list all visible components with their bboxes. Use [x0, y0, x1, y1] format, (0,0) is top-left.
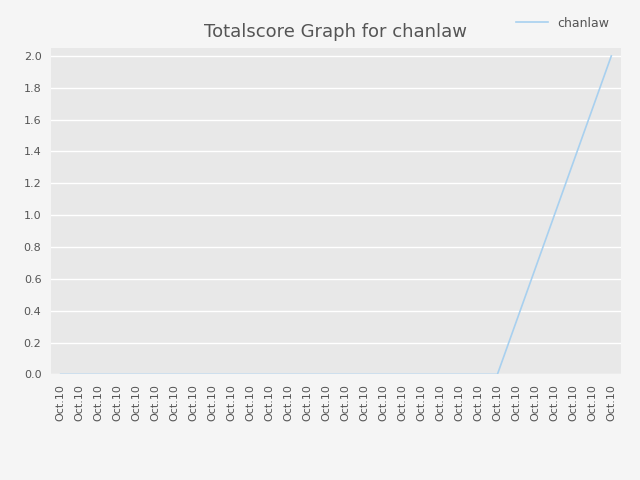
chanlaw	[189, 372, 197, 377]
chanlaw	[570, 159, 577, 165]
chanlaw	[531, 265, 539, 271]
chanlaw	[493, 372, 501, 377]
Legend: chanlaw: chanlaw	[511, 12, 614, 35]
chanlaw	[589, 106, 596, 112]
chanlaw	[380, 372, 387, 377]
chanlaw	[436, 372, 444, 377]
chanlaw	[474, 372, 483, 377]
chanlaw	[417, 372, 425, 377]
chanlaw	[456, 372, 463, 377]
chanlaw	[550, 212, 558, 218]
chanlaw	[209, 372, 216, 377]
chanlaw	[133, 372, 141, 377]
chanlaw	[342, 372, 349, 377]
chanlaw	[266, 372, 273, 377]
chanlaw	[607, 53, 615, 59]
chanlaw	[114, 372, 122, 377]
chanlaw	[513, 318, 520, 324]
chanlaw	[57, 372, 65, 377]
chanlaw	[95, 372, 102, 377]
chanlaw	[303, 372, 311, 377]
chanlaw	[361, 372, 369, 377]
Title: Totalscore Graph for chanlaw: Totalscore Graph for chanlaw	[205, 23, 467, 41]
chanlaw	[285, 372, 292, 377]
Line: chanlaw: chanlaw	[61, 56, 611, 374]
chanlaw	[399, 372, 406, 377]
chanlaw	[171, 372, 179, 377]
chanlaw	[228, 372, 236, 377]
chanlaw	[76, 372, 83, 377]
chanlaw	[152, 372, 159, 377]
chanlaw	[246, 372, 254, 377]
chanlaw	[323, 372, 330, 377]
